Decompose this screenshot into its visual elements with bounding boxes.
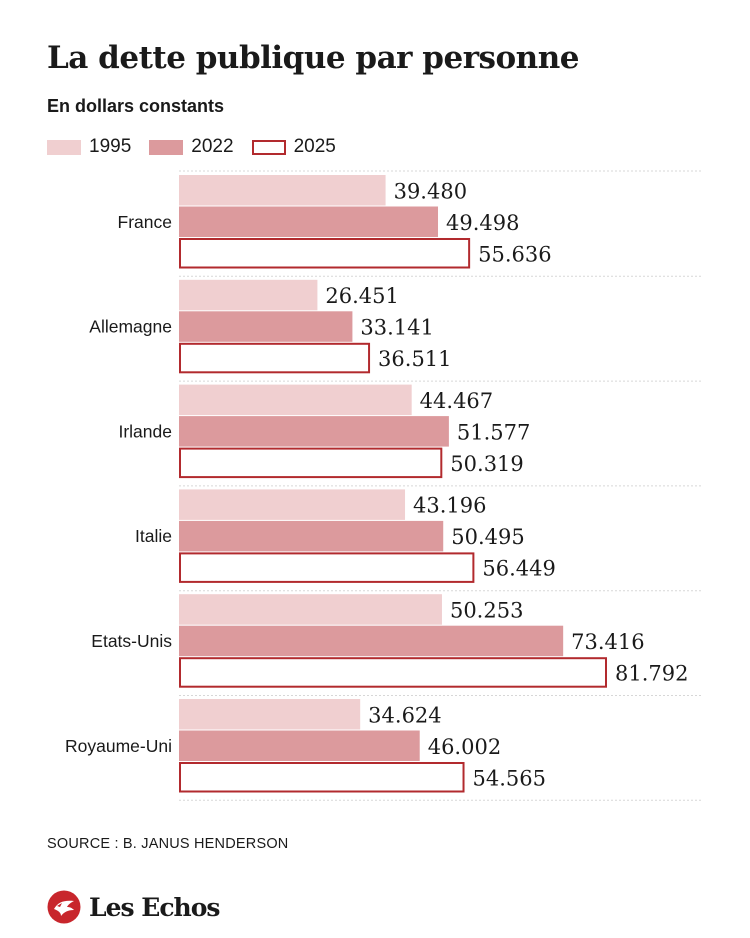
legend-swatch-2025 (251, 139, 286, 155)
data-label-irlande-2022: 51.577 (457, 420, 530, 444)
bar-france-1995 (179, 175, 386, 206)
bar-etats-unis-2025 (179, 657, 607, 688)
category-label-royaume-uni: Royaume-Uni (65, 736, 172, 756)
legend-item-1995: 1995 (47, 136, 131, 158)
bar-allemagne-2025 (179, 342, 371, 374)
bar-royaume-uni-2022 (179, 730, 420, 761)
bar-etats-unis-1995 (179, 594, 442, 625)
chart-subtitle: En dollars constants (47, 96, 225, 116)
bar-etats-unis-2022 (179, 625, 564, 657)
data-label-allemagne-2025: 36.511 (378, 347, 451, 371)
data-label-italie-1995: 43.196 (413, 494, 486, 518)
data-label-irlande-2025: 50.319 (450, 452, 523, 476)
legend-label-1995: 1995 (89, 136, 132, 157)
chart-title: La dette publique par personne (47, 40, 579, 76)
data-label-france-1995: 39.480 (394, 179, 467, 203)
legend-swatch-1995 (47, 139, 81, 155)
bar-italie-1995 (179, 489, 406, 520)
source-note: SOURCE : B. JANUS HENDERSON (47, 836, 289, 852)
bar-royaume-uni-1995 (179, 699, 361, 730)
data-label-royaume-uni-2025: 54.565 (473, 766, 546, 790)
bar-france-2025 (179, 238, 471, 269)
les-echos-emblem-icon (47, 890, 81, 924)
data-label-italie-2025: 56.449 (482, 557, 555, 581)
bar-irlande-2022 (179, 416, 449, 447)
bar-italie-2025 (179, 552, 475, 583)
data-label-royaume-uni-1995: 34.624 (368, 703, 441, 727)
brand-name: Les Echos (89, 892, 220, 922)
bar-france-2022 (179, 206, 439, 237)
data-label-italie-2022: 50.495 (451, 525, 524, 549)
category-label-etats-unis: Etats-Unis (91, 631, 172, 651)
category-label-irlande: Irlande (118, 421, 172, 441)
data-label-etats-unis-2025: 81.792 (615, 661, 688, 685)
data-label-royaume-uni-2022: 46.002 (428, 735, 501, 759)
legend: 1995 2022 2025 (47, 136, 354, 158)
legend-item-2025: 2025 (251, 136, 336, 158)
bar-allemagne-2022 (179, 311, 353, 342)
data-label-etats-unis-1995: 50.253 (450, 598, 523, 622)
bar-royaume-uni-2025 (179, 762, 465, 793)
category-label-allemagne: Allemagne (89, 317, 172, 337)
data-label-allemagne-2022: 33.141 (360, 316, 433, 340)
data-label-france-2022: 49.498 (446, 211, 519, 235)
data-label-irlande-1995: 44.467 (420, 389, 493, 413)
bar-allemagne-1995 (179, 279, 318, 311)
bar-irlande-1995 (179, 384, 412, 416)
legend-label-2025: 2025 (293, 136, 336, 157)
category-label-italie: Italie (135, 526, 172, 546)
brand-logo: Les Echos (47, 889, 220, 925)
data-label-etats-unis-2022: 73.416 (571, 630, 644, 654)
legend-swatch-2022 (149, 139, 184, 155)
bar-irlande-2025 (179, 447, 443, 479)
data-label-allemagne-1995: 26.451 (325, 284, 398, 308)
category-label-france: France (118, 212, 172, 232)
bar-italie-2022 (179, 520, 444, 552)
legend-label-2022: 2022 (191, 136, 234, 157)
data-label-france-2025: 55.636 (478, 242, 551, 266)
legend-item-2022: 2022 (149, 136, 234, 158)
